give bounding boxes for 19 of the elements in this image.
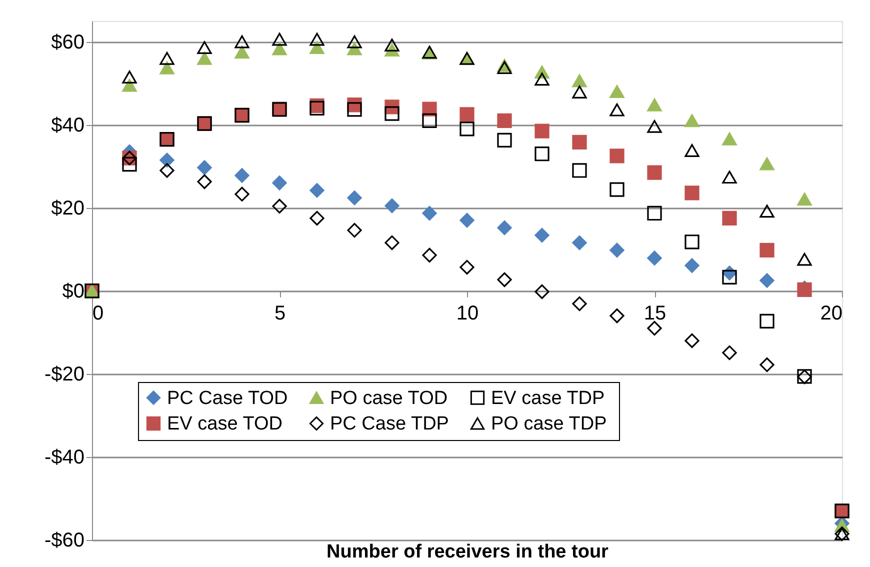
legend-label: PC Case TDP [330,414,449,434]
x-tick-label: 0 [92,302,104,324]
x-tick-label: 20 [820,302,842,324]
y-tick-label: $20 [51,197,84,220]
x-tick-label: 15 [644,302,666,324]
y-tick-label: $0 [62,280,84,302]
x-tick-label: 5 [274,302,286,324]
legend-label: PO case TDP [491,414,607,434]
legend-label: EV case TOD [167,414,282,434]
y-tick-label: -$40 [44,446,84,468]
legend-label: PO case TOD [330,388,448,409]
y-tick-label: -$20 [44,363,84,386]
y-tick-label: $40 [51,114,84,136]
legend-label: PC Case TOD [167,388,288,409]
legend-label: EV case TDP [491,388,605,409]
y-tick-label: $60 [51,31,84,54]
y-tick-label: -$60 [44,530,84,552]
x-tick-label: 10 [456,302,479,324]
x-axis-title: Number of receivers in the tour [326,542,610,562]
